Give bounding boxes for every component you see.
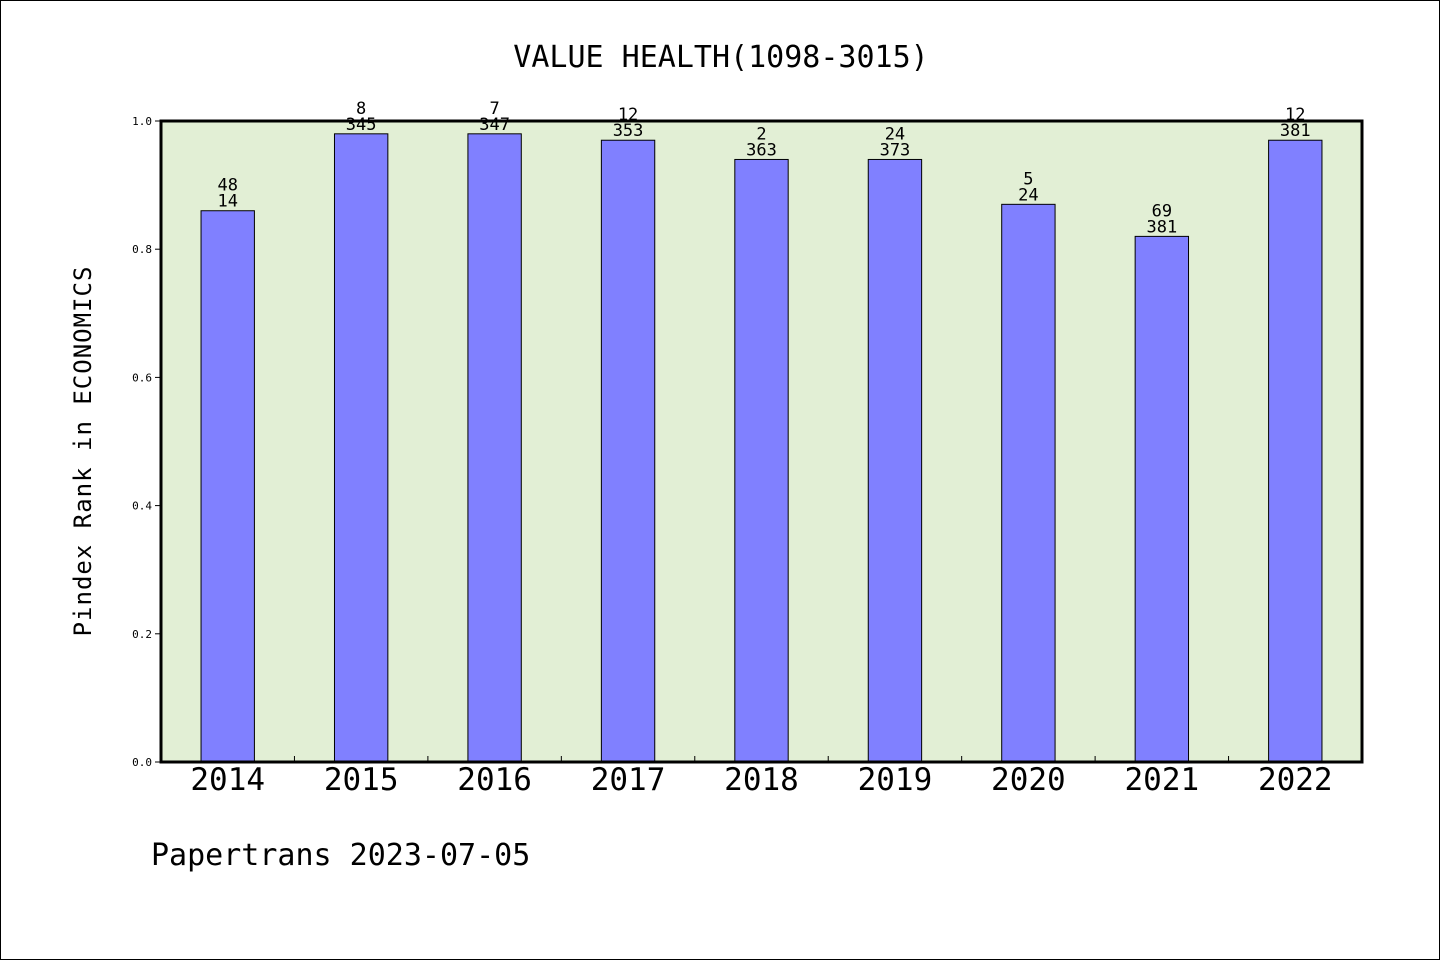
y-tick-label: 0.4 [132,500,152,513]
x-tick-label: 2016 [457,762,532,798]
bar [467,133,522,763]
y-tick-label: 0.6 [132,371,152,384]
bar [333,133,389,763]
x-tick-label: 2018 [724,762,799,798]
x-tick-label: 2021 [1125,762,1200,798]
bar-label-bottom: 381 [1280,121,1311,141]
bar-label-top: 48 [217,176,237,196]
bar-label-top: 2 [756,124,766,144]
x-axis: 2014 2015 2016 2017 2018 2019 2020 2021 2022 [190,756,1333,798]
bar-label-top: 8 [356,99,366,119]
y-tick-label: 1.0 [132,115,152,128]
x-tick-label: 2015 [324,762,399,798]
bar-label-top: 5 [1023,169,1033,189]
bar [600,139,656,763]
bar [734,158,789,763]
x-tick-label: 2014 [190,762,265,798]
bar-label-top: 24 [885,124,905,144]
bar-label-top: 7 [489,99,499,119]
y-tick-label: 0.8 [132,243,152,256]
bar-label-bottom: 24 [1018,185,1038,205]
footer-text: Papertrans 2023-07-05 [151,838,530,873]
plot-border [159,119,1364,764]
bar [867,158,923,763]
x-tick-label: 2019 [858,762,933,798]
bar-label-bottom: 381 [1146,217,1177,237]
bar [1001,203,1056,763]
bar-label-top: 69 [1152,201,1172,221]
bar-label-bottom: 373 [880,140,911,160]
y-tick-label: 0.2 [132,628,152,641]
bar [1134,235,1190,763]
x-tick-label: 2020 [991,762,1066,798]
bar-label-bottom: 363 [746,140,777,160]
x-tick-label: 2022 [1258,762,1333,798]
y-axis-label: Pindex Rank in ECONOMICS [69,266,97,637]
bar-label-bottom: 14 [217,192,237,212]
chart-title: VALUE HEALTH(1098-3015) [513,40,928,75]
y-axis: 0.0 0.2 0.4 0.6 0.8 1.0 [132,115,161,769]
bar [1268,139,1323,763]
bar [200,210,255,763]
y-tick-label: 0.0 [132,756,152,769]
bar-label-bottom: 353 [613,121,644,141]
x-tick-label: 2017 [591,762,666,798]
